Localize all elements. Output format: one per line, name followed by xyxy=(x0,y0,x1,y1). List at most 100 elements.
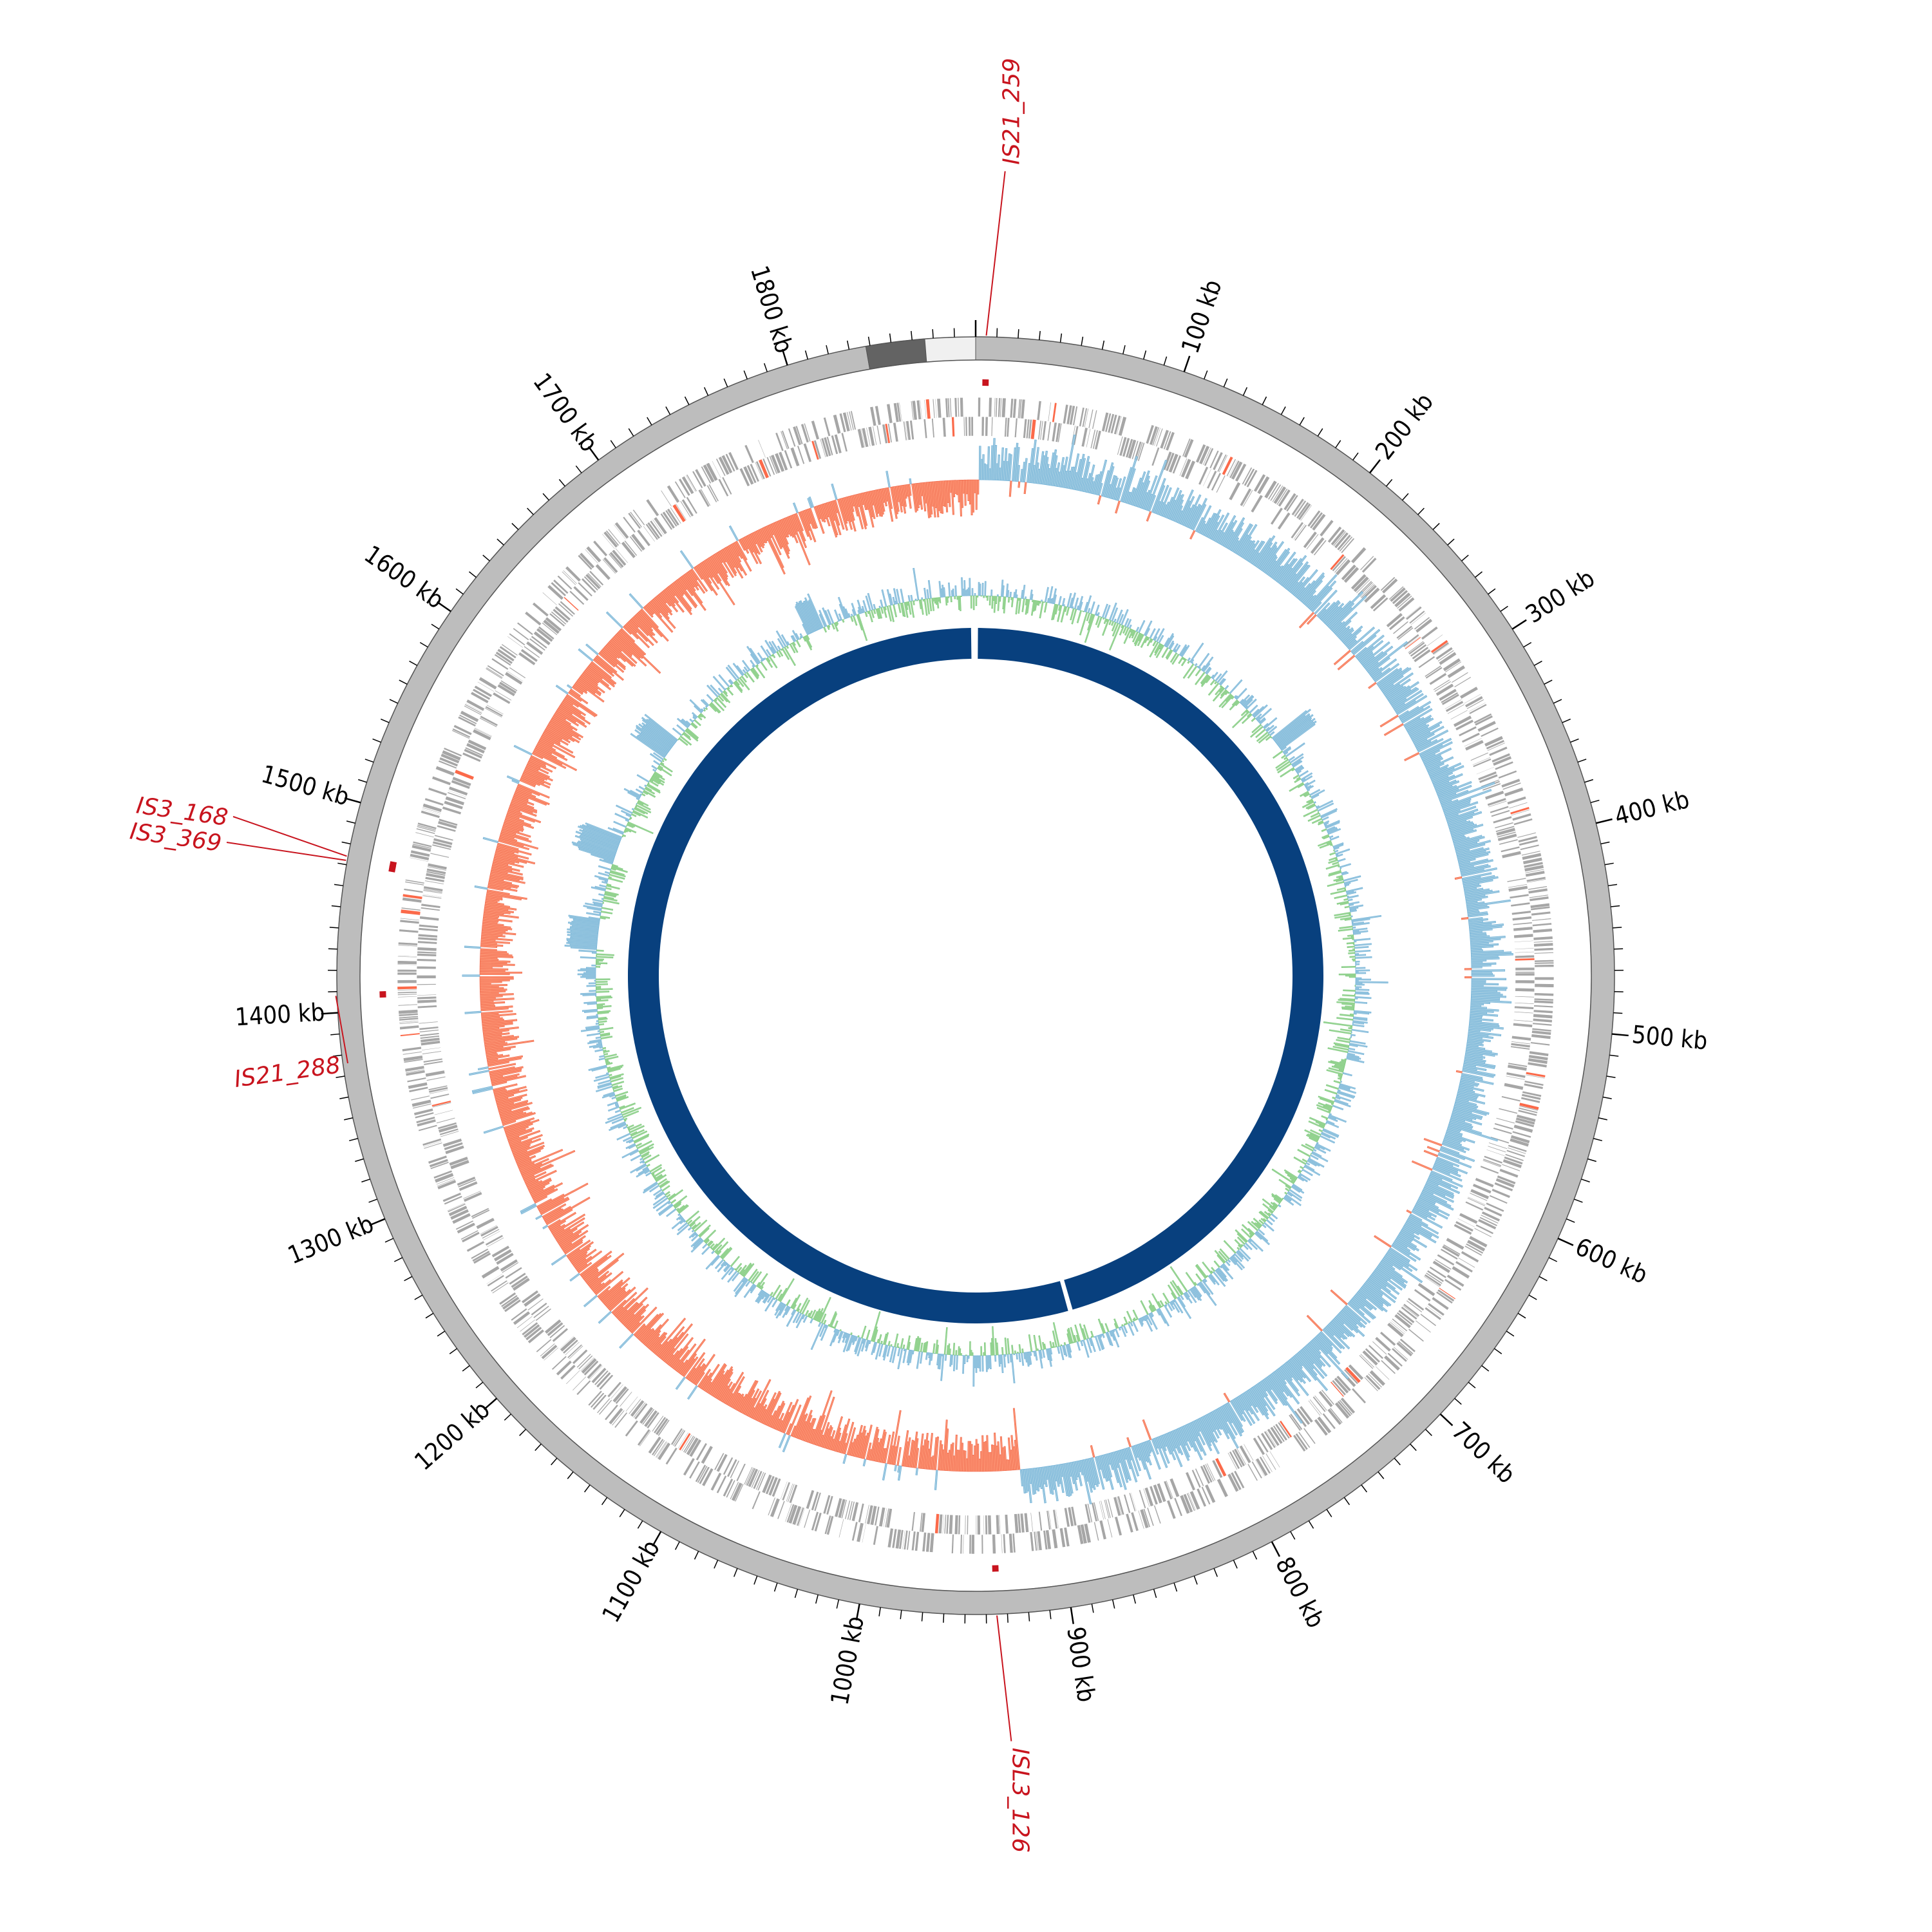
minor-tick xyxy=(341,841,351,845)
minor-tick xyxy=(1242,387,1248,396)
minor-tick xyxy=(900,1610,902,1620)
minor-tick xyxy=(336,1075,345,1078)
minor-tick xyxy=(1091,1604,1094,1613)
minor-tick xyxy=(1587,1158,1596,1162)
minor-tick xyxy=(1544,679,1553,685)
minor-tick xyxy=(723,378,728,388)
minor-tick xyxy=(1133,1595,1136,1604)
minor-tick xyxy=(551,1457,558,1466)
major-tick xyxy=(436,601,451,612)
minor-tick xyxy=(1425,1428,1432,1436)
major-tick xyxy=(855,1604,860,1621)
minor-tick xyxy=(815,1595,819,1604)
minor-tick xyxy=(1252,1551,1258,1560)
minor-tick xyxy=(1523,641,1532,648)
minor-tick xyxy=(1153,1589,1157,1598)
minor-tick xyxy=(368,1198,377,1203)
minor-tick xyxy=(1593,1138,1602,1142)
minor-tick xyxy=(1590,799,1600,804)
minor-tick xyxy=(1608,884,1618,887)
minor-tick xyxy=(409,660,418,667)
minor-tick xyxy=(1506,1331,1515,1337)
is-leader-IS21_288 xyxy=(335,996,348,1064)
inner-ring-segment-2 xyxy=(628,628,1068,1323)
minor-tick xyxy=(628,428,634,437)
minor-tick xyxy=(399,679,408,685)
tick-label-1100: 1100 kb xyxy=(596,1535,665,1627)
minor-tick xyxy=(911,330,913,341)
minor-tick xyxy=(714,1560,719,1569)
major-tick xyxy=(1070,1607,1074,1624)
minor-tick xyxy=(1326,1509,1332,1517)
minor-tick xyxy=(380,718,390,723)
minor-tick xyxy=(1386,478,1393,487)
minor-tick xyxy=(665,406,671,415)
major-tick xyxy=(652,1531,662,1547)
tick-label-1000: 1000 kb xyxy=(826,1614,870,1707)
minor-tick xyxy=(1401,493,1409,501)
minor-tick xyxy=(703,387,709,396)
major-tick xyxy=(321,1012,338,1015)
contig-segment-1 xyxy=(865,338,927,370)
minor-tick xyxy=(372,738,381,743)
minor-tick xyxy=(1598,1117,1607,1121)
minor-tick xyxy=(684,396,690,405)
minor-tick xyxy=(1122,345,1126,354)
minor-tick xyxy=(1488,588,1496,595)
minor-tick xyxy=(1475,571,1482,578)
minor-tick xyxy=(1081,336,1084,346)
major-tick xyxy=(1183,355,1191,372)
minor-tick xyxy=(330,1033,340,1036)
minor-tick xyxy=(437,1331,446,1337)
minor-tick xyxy=(575,465,582,473)
minor-tick xyxy=(1447,538,1455,545)
minor-tick xyxy=(1553,699,1562,704)
minor-tick xyxy=(355,1158,364,1162)
minor-tick xyxy=(1417,507,1425,515)
minor-tick xyxy=(344,1117,354,1121)
gc-skew-negative xyxy=(479,479,1472,1472)
minor-tick xyxy=(1606,1075,1616,1078)
minor-tick xyxy=(1112,1599,1115,1609)
minor-tick xyxy=(519,1428,527,1436)
minor-tick xyxy=(1454,1397,1462,1405)
minor-tick xyxy=(567,1471,574,1479)
minor-tick xyxy=(419,641,428,648)
tick-label-1500: 1500 kb xyxy=(258,759,352,811)
minor-tick xyxy=(449,1348,457,1354)
minor-tick xyxy=(1213,1568,1218,1577)
minor-tick xyxy=(1613,927,1622,929)
minor-tick xyxy=(393,1257,403,1262)
minor-tick xyxy=(878,1607,881,1616)
minor-tick xyxy=(753,1575,758,1585)
minor-tick xyxy=(826,345,829,354)
backbone-ring xyxy=(336,336,1615,1615)
minor-tick xyxy=(558,478,565,487)
tick-label-800: 800 kb xyxy=(1270,1552,1331,1633)
minor-tick xyxy=(1101,340,1105,350)
minor-tick xyxy=(482,554,490,562)
minor-tick xyxy=(1609,1054,1619,1057)
major-tick xyxy=(1271,1541,1281,1557)
backbone-inner-edge xyxy=(359,359,1592,1592)
minor-tick xyxy=(1461,554,1469,562)
minor-tick xyxy=(773,1582,778,1592)
minor-tick xyxy=(1410,1443,1417,1451)
minor-tick xyxy=(339,1096,349,1099)
minor-tick xyxy=(365,759,374,763)
minor-tick xyxy=(361,1179,370,1183)
tick-label-400: 400 kb xyxy=(1612,785,1692,831)
minor-tick xyxy=(337,862,347,866)
minor-tick xyxy=(1432,523,1440,530)
minor-tick xyxy=(504,1414,511,1421)
minor-tick xyxy=(1049,1610,1052,1620)
is-mark-IS3_369 xyxy=(388,865,396,873)
tick-label-1300: 1300 kb xyxy=(284,1209,378,1270)
is-mark-IS21_288 xyxy=(379,991,386,998)
is-leader-ISL3_126 xyxy=(996,1615,1012,1741)
minor-tick xyxy=(694,1551,699,1560)
gc-content-above xyxy=(564,567,1388,1387)
minor-tick xyxy=(1468,1381,1476,1388)
